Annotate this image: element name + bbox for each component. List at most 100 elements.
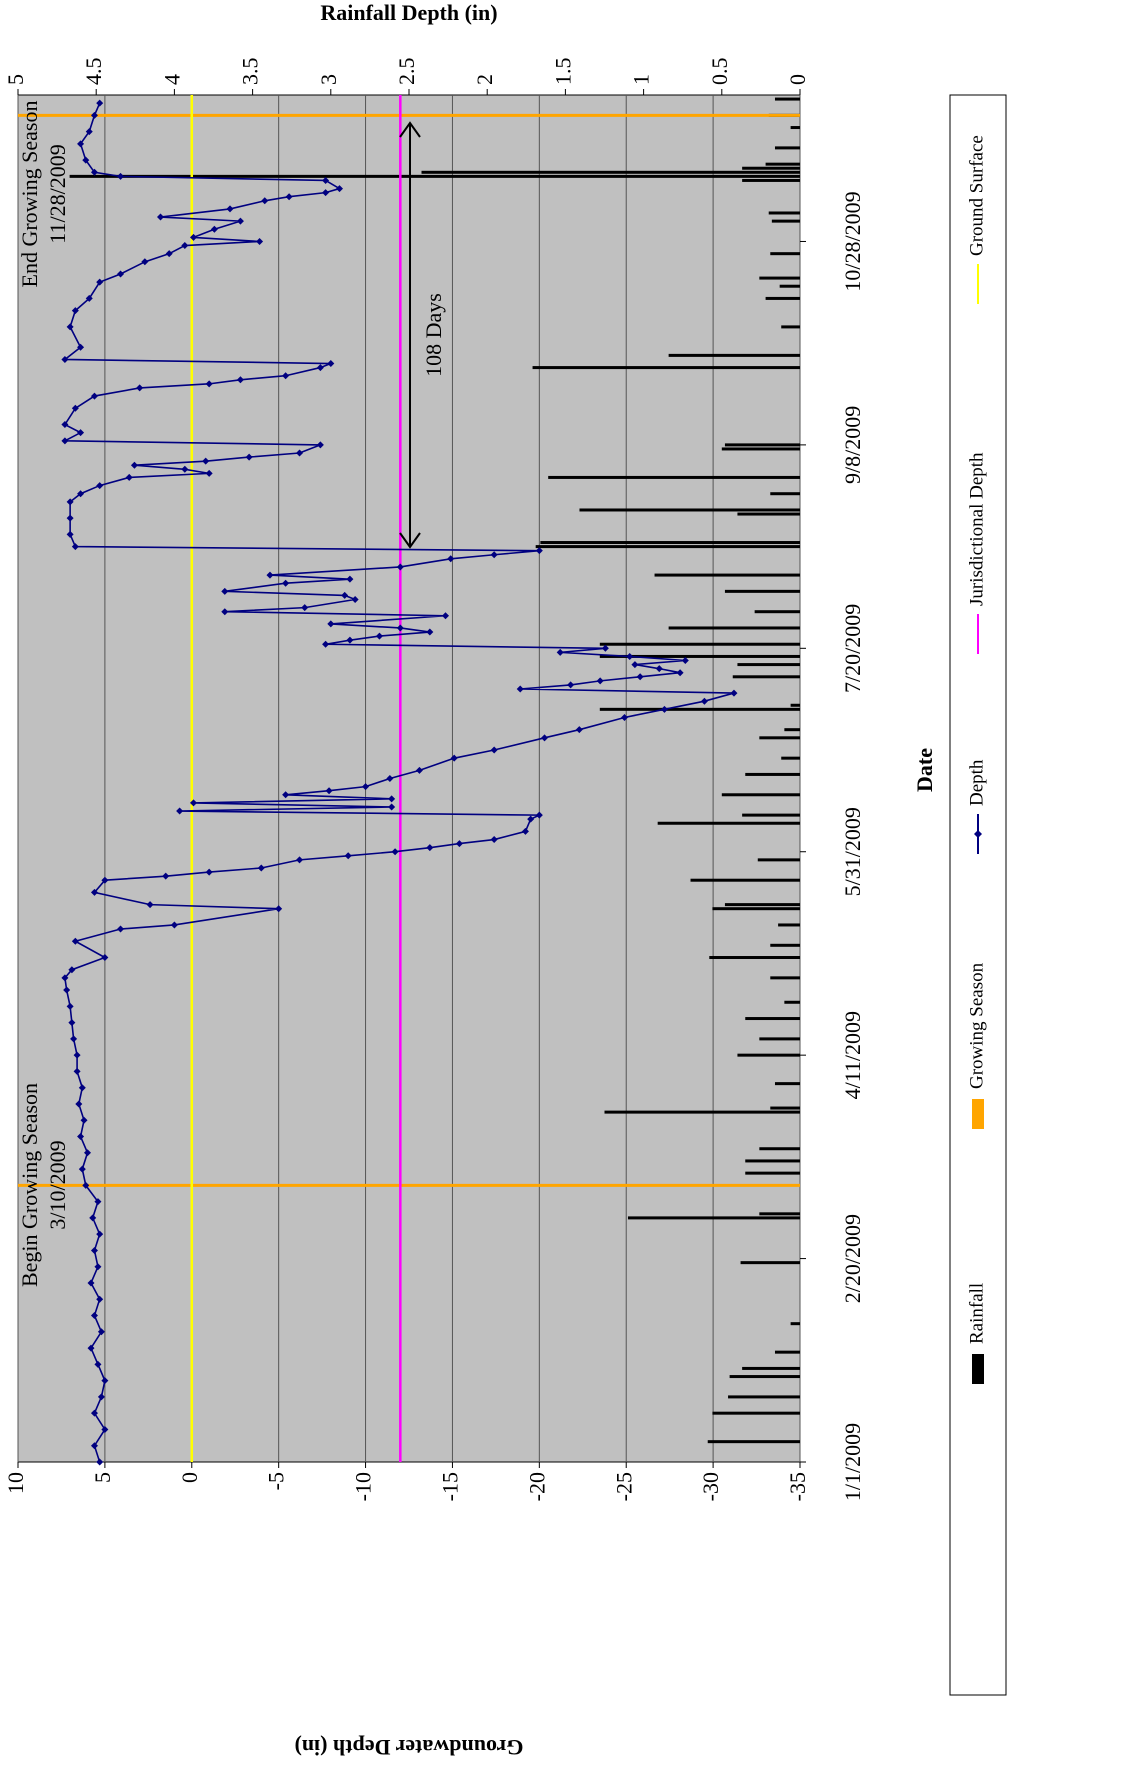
- rain-bar: [548, 475, 800, 479]
- depth-marker: [388, 795, 396, 803]
- rain-bar: [721, 447, 800, 451]
- depth-marker: [636, 673, 644, 681]
- depth-marker: [285, 193, 293, 201]
- depth-marker: [490, 551, 498, 559]
- depth-marker: [71, 404, 79, 412]
- x-tick-label: 2/20/2009: [840, 1214, 865, 1303]
- depth-marker: [170, 921, 178, 929]
- depth-marker: [84, 1149, 92, 1157]
- depth-marker: [325, 787, 333, 795]
- x-tick-label: 7/20/2009: [840, 604, 865, 693]
- y2-tick-label: 0.5: [707, 58, 732, 86]
- rain-bar: [729, 1375, 800, 1379]
- depth-marker: [601, 644, 609, 652]
- depth-marker: [101, 1377, 109, 1385]
- depth-marker: [655, 665, 663, 673]
- rain-bar: [69, 174, 800, 178]
- x-tick-label: 1/1/2009: [840, 1423, 865, 1501]
- rain-bar: [770, 1106, 800, 1110]
- y2-tick-label: 3.5: [238, 58, 263, 86]
- rain-bar: [790, 1322, 801, 1326]
- depth-marker: [301, 604, 309, 612]
- rain-bar: [771, 219, 801, 223]
- depth-marker: [391, 848, 399, 856]
- depth-marker: [316, 364, 324, 372]
- depth-marker: [85, 128, 93, 136]
- depth-marker: [66, 514, 74, 522]
- depth-marker: [556, 648, 564, 656]
- depth-marker: [61, 355, 69, 363]
- rain-bar: [599, 642, 800, 646]
- arrow-head: [399, 532, 421, 549]
- depth-marker: [101, 876, 109, 884]
- depth-marker: [63, 986, 71, 994]
- depth-marker: [631, 661, 639, 669]
- depth-marker: [90, 111, 98, 119]
- depth-marker: [97, 1328, 105, 1336]
- depth-marker: [335, 185, 343, 193]
- depth-marker: [61, 421, 69, 429]
- depth-marker: [396, 624, 404, 632]
- depth-marker: [730, 689, 738, 697]
- rain-bar: [784, 728, 800, 732]
- rain-bar: [535, 545, 801, 549]
- rain-bar: [784, 1000, 800, 1004]
- rain-bar: [690, 878, 801, 882]
- depth-marker: [396, 563, 404, 571]
- rain-bar: [724, 903, 800, 907]
- annotation: 108 Days: [421, 293, 446, 377]
- depth-marker: [146, 901, 154, 909]
- depth-marker: [346, 575, 354, 583]
- depth-marker: [162, 872, 170, 880]
- y-axis-title: Groundwater Depth (in): [295, 1735, 524, 1760]
- depth-marker: [90, 392, 98, 400]
- rain-bar: [540, 541, 800, 545]
- rain-bar: [754, 610, 800, 614]
- depth-marker: [82, 156, 90, 164]
- depth-marker: [490, 836, 498, 844]
- annotation: Begin Growing Season: [17, 1083, 42, 1287]
- rain-bar: [790, 126, 801, 130]
- rain-bar: [737, 663, 801, 667]
- depth-marker: [89, 1214, 97, 1222]
- depth-marker: [80, 1116, 88, 1124]
- rain-bar: [654, 573, 800, 577]
- y-tick-label: -15: [437, 1472, 462, 1501]
- depth-marker: [567, 681, 575, 689]
- duration-arrow: [399, 121, 421, 549]
- legend-label: Rainfall: [966, 1283, 987, 1344]
- depth-marker: [362, 783, 370, 791]
- rotated-chart: Groundwater Depth (in) Rainfall Depth (i…: [3, 0, 1007, 1760]
- depth-marker: [296, 856, 304, 864]
- depth-marker: [205, 380, 213, 388]
- rain-bar: [732, 675, 800, 679]
- rain-bar: [759, 736, 800, 740]
- depth-marker: [346, 636, 354, 644]
- legend-label: Ground Surface: [966, 135, 987, 256]
- depth-marker: [386, 775, 394, 782]
- rain-bar: [770, 943, 800, 947]
- depth-marker: [73, 1051, 81, 1059]
- depth-marker: [66, 1002, 74, 1010]
- depth-marker: [90, 1246, 98, 1254]
- depth-marker: [77, 490, 85, 498]
- depth-marker: [221, 608, 229, 616]
- depth-marker: [275, 905, 283, 913]
- rain-bar: [768, 211, 800, 215]
- y-tick-label: -35: [785, 1472, 810, 1501]
- depth-marker: [660, 705, 668, 713]
- rain-bar: [712, 1411, 801, 1415]
- rain-bar: [765, 162, 800, 166]
- rain-bar: [759, 276, 800, 280]
- depth-marker: [596, 677, 604, 685]
- depth-marker: [322, 640, 330, 648]
- y2-tick-label: 1.5: [550, 58, 575, 86]
- rain-bar: [579, 508, 801, 512]
- depth-marker: [426, 844, 434, 852]
- depth-marker: [90, 168, 98, 176]
- depth-marker: [78, 1165, 86, 1173]
- depth-marker: [71, 307, 79, 315]
- rain-bar: [737, 512, 801, 516]
- rain-bar: [740, 1261, 800, 1265]
